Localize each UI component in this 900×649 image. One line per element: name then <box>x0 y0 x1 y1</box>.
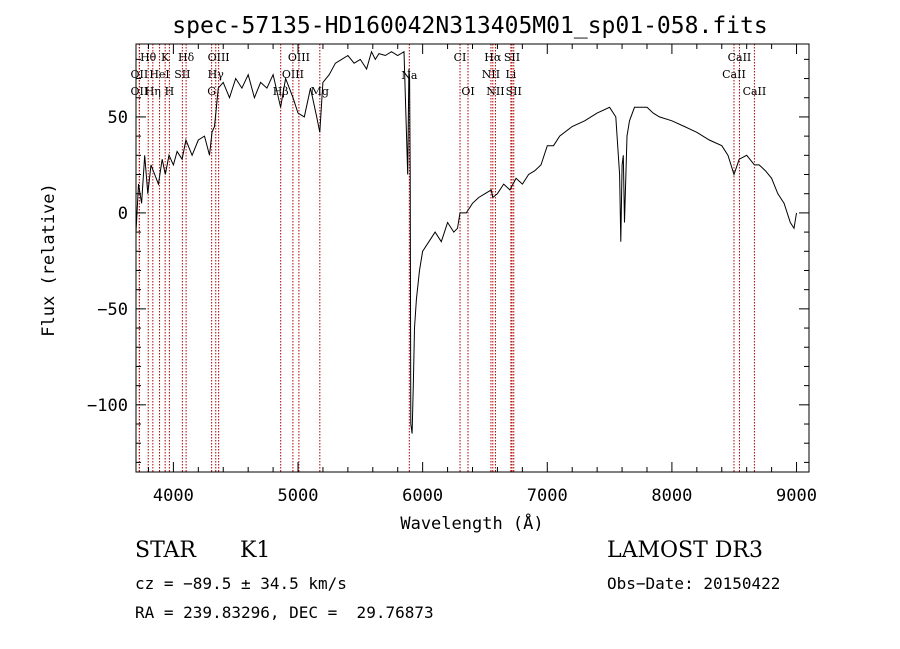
marker-label-21: Hβ <box>273 85 289 98</box>
marker-label-18: Hη <box>145 85 161 98</box>
marker-label-7: SII <box>504 51 520 64</box>
y-tick-label-1: −50 <box>97 300 128 320</box>
x-axis-label: Wavelength (Å) <box>400 512 543 534</box>
y-tick-label-0: −100 <box>87 396 128 416</box>
marker-label-13: OIII <box>282 68 304 81</box>
marker-label-19: H <box>165 85 175 98</box>
survey-name: LAMOST DR3 <box>607 538 763 563</box>
marker-label-14: NII <box>482 68 500 81</box>
marker-label-26: SII <box>506 85 522 98</box>
plot-frame <box>135 43 810 473</box>
axis-ticks: 4000 5000 6000 7000 8000 9000 −100 −50 0 50 <box>87 44 817 506</box>
marker-label-15: Li <box>505 68 516 81</box>
marker-label-0: Hθ <box>140 51 157 64</box>
ra-dec-coordinates: RA = 239.83296, DEC = 29.76873 <box>135 603 434 622</box>
y-tick-label-3: 50 <box>108 108 128 128</box>
marker-label-16: CaII <box>722 68 746 81</box>
marker-label-6: Hα <box>484 51 502 64</box>
marker-label-20: G <box>207 85 216 98</box>
chart-title: spec-57135-HD160042N313405M01_sp01-058.f… <box>172 13 767 39</box>
x-tick-label-2: 6000 <box>402 486 443 506</box>
marker-label-9: OII <box>131 68 149 81</box>
observation-date: Obs−Date: 20150422 <box>607 574 781 593</box>
marker-label-24: OI <box>461 85 474 98</box>
marker-label-2: Hδ <box>178 51 195 64</box>
redshift-cz: cz = −89.5 ± 34.5 km/s <box>135 574 347 593</box>
marker-label-23: Na <box>401 69 418 82</box>
y-axis-label: Flux (relative) <box>39 183 59 337</box>
x-tick-label-1: 5000 <box>278 486 319 506</box>
x-tick-label-4: 8000 <box>651 486 692 506</box>
y-tick-label-2: 0 <box>118 204 128 224</box>
marker-label-10: HeI <box>149 68 169 81</box>
object-class: STAR <box>135 538 196 563</box>
marker-label-1: K <box>161 51 170 64</box>
x-tick-label-5: 9000 <box>776 486 817 506</box>
x-tick-label-3: 7000 <box>527 486 568 506</box>
emission-line-markers <box>138 44 755 472</box>
marker-label-12: Hγ <box>208 68 225 81</box>
marker-label-11: SII <box>174 68 190 81</box>
marker-label-27: CaII <box>743 85 767 98</box>
marker-label-4: OIII <box>288 51 310 64</box>
object-subclass: K1 <box>240 538 271 563</box>
x-tick-label-0: 4000 <box>153 486 194 506</box>
marker-label-8: CaII <box>728 51 752 64</box>
marker-label-25: NII <box>486 85 504 98</box>
spectrum-series-line <box>135 50 797 434</box>
marker-label-17: OII <box>131 85 149 98</box>
marker-label-22: Mg <box>311 85 329 98</box>
marker-label-3: OIII <box>208 51 230 64</box>
marker-label-5: CI <box>454 51 467 64</box>
